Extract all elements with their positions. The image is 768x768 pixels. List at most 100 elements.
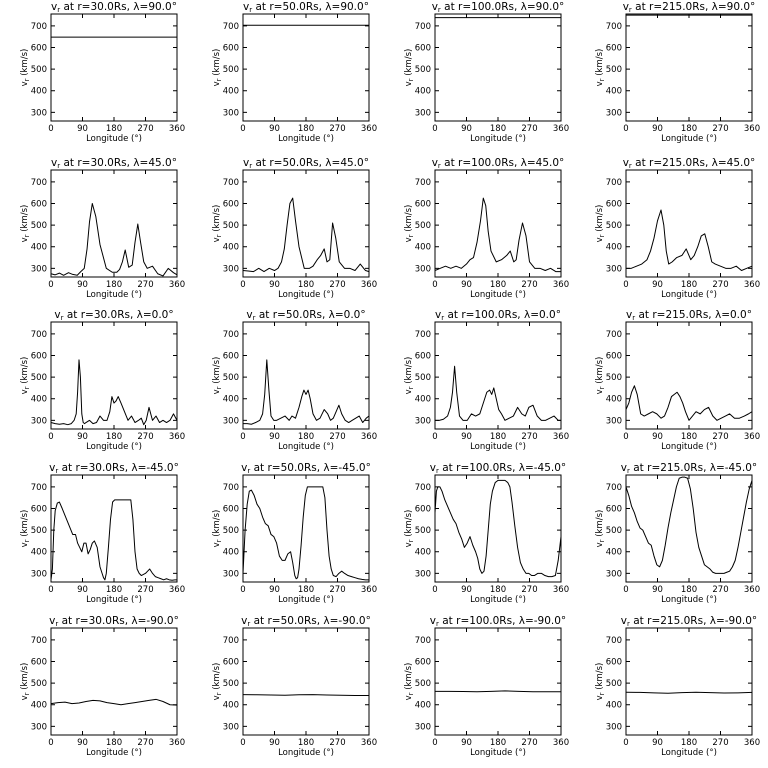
y-tick-label: 600 <box>31 352 47 362</box>
panel-2-2: vr at r=50.0Rs, λ=45.0° 0 90 180 270 360 300 40… <box>212 157 377 300</box>
x-axis-label: Longitude (°) <box>86 748 142 758</box>
x-axis-label: Longitude (°) <box>86 442 142 452</box>
y-tick-label: 500 <box>415 65 431 75</box>
x-axis-label: Longitude (°) <box>470 595 526 605</box>
x-tick-label: 90 <box>461 585 472 595</box>
x-tick-label: 180 <box>106 432 122 442</box>
x-tick-label: 90 <box>269 280 280 290</box>
y-tick-label: 700 <box>415 330 431 340</box>
panel-1-4: vr at r=215.0Rs, λ=90.0° 0 90 180 270 360 300 4… <box>595 1 760 144</box>
series-line <box>50 359 178 426</box>
y-tick-label: 300 <box>223 569 239 579</box>
panel-title: vr at r=50.0Rs, λ=0.0° <box>246 309 365 322</box>
series-line <box>626 209 753 272</box>
x-axis-label: Longitude (°) <box>278 595 334 605</box>
y-axis-label: vr (km/s) <box>595 49 606 87</box>
x-tick-label: 360 <box>744 280 760 290</box>
y-tick-label: 400 <box>31 243 47 253</box>
y-tick-label: 500 <box>223 221 239 231</box>
y-tick-label: 500 <box>606 373 622 383</box>
panel-1-3: vr at r=100.0Rs, λ=90.0° 0 90 180 270 360 300 4… <box>404 1 569 144</box>
x-tick-label: 270 <box>712 280 728 290</box>
y-axis-label: vr (km/s) <box>20 49 31 87</box>
series-line <box>242 197 370 273</box>
y-tick-label: 300 <box>606 108 622 118</box>
y-tick-label: 500 <box>415 373 431 383</box>
y-axis-label: vr (km/s) <box>20 357 31 395</box>
plot-frame <box>242 169 370 278</box>
series-line <box>50 203 178 277</box>
y-tick-label: 500 <box>606 65 622 75</box>
x-tick-label: 360 <box>744 124 760 134</box>
panel-title: vr at r=100.0Rs, λ=-90.0° <box>430 615 566 628</box>
y-tick-label: 700 <box>223 178 239 188</box>
x-tick-label: 360 <box>361 124 377 134</box>
y-axis-label: vr (km/s) <box>20 510 31 548</box>
y-tick-label: 700 <box>606 178 622 188</box>
y-tick-label: 500 <box>415 221 431 231</box>
y-tick-label: 500 <box>31 373 47 383</box>
panel-1-1: vr at r=30.0Rs, λ=90.0° 0 90 180 270 360 300 40… <box>20 1 185 144</box>
x-tick-label: 270 <box>137 738 153 748</box>
y-tick-label: 600 <box>606 44 622 54</box>
panel-5-2: vr at r=50.0Rs, λ=-90.0° 0 90 180 270 360 300 4… <box>212 615 377 758</box>
panel-1-2: vr at r=50.0Rs, λ=90.0° 0 90 180 270 360 300 40… <box>212 1 377 144</box>
series-line <box>625 691 753 694</box>
y-tick-label: 500 <box>31 679 47 689</box>
y-tick-label: 500 <box>415 679 431 689</box>
x-axis-label: Longitude (°) <box>278 442 334 452</box>
y-tick-label: 700 <box>31 636 47 646</box>
series-line <box>50 698 178 706</box>
y-tick-label: 700 <box>223 483 239 493</box>
plot-frame <box>242 321 370 430</box>
y-tick-label: 300 <box>415 722 431 732</box>
plot-frame <box>50 169 178 278</box>
x-tick-label: 180 <box>106 124 122 134</box>
panel-title: vr at r=30.0Rs, λ=-45.0° <box>49 462 179 475</box>
x-tick-label: 360 <box>553 585 569 595</box>
y-tick-label: 700 <box>31 483 47 493</box>
y-axis-label: vr (km/s) <box>212 510 223 548</box>
series-line <box>435 365 561 421</box>
y-tick-label: 400 <box>415 395 431 405</box>
y-tick-label: 700 <box>415 178 431 188</box>
x-tick-label: 270 <box>329 738 345 748</box>
y-tick-label: 400 <box>223 701 239 711</box>
plot-frame <box>625 321 753 430</box>
y-tick-label: 300 <box>31 108 47 118</box>
y-axis-label: vr (km/s) <box>595 510 606 548</box>
panel-4-2: vr at r=50.0Rs, λ=-45.0° 0 90 180 270 360 300 4… <box>212 462 377 605</box>
y-tick-label: 600 <box>606 200 622 210</box>
x-tick-label: 180 <box>298 432 314 442</box>
series-line <box>625 385 753 421</box>
x-tick-label: 270 <box>137 432 153 442</box>
y-tick-label: 500 <box>31 526 47 536</box>
x-tick-label: 270 <box>521 738 537 748</box>
x-tick-label: 90 <box>652 432 663 442</box>
x-tick-label: 90 <box>77 432 88 442</box>
y-tick-label: 700 <box>606 22 622 32</box>
x-tick-label: 0 <box>48 738 53 748</box>
x-tick-label: 90 <box>269 585 280 595</box>
y-axis-label: vr (km/s) <box>212 205 223 243</box>
x-tick-label: 360 <box>744 432 760 442</box>
y-tick-label: 700 <box>223 636 239 646</box>
panel-5-3: vr at r=100.0Rs, λ=-90.0° 0 90 180 270 360 300… <box>404 615 569 758</box>
series-line <box>50 499 177 581</box>
y-tick-label: 300 <box>606 569 622 579</box>
y-tick-label: 700 <box>223 330 239 340</box>
y-axis-label: vr (km/s) <box>212 663 223 701</box>
x-tick-label: 180 <box>490 738 506 748</box>
x-axis-label: Longitude (°) <box>470 134 526 144</box>
y-axis-label: vr (km/s) <box>595 205 606 243</box>
x-tick-label: 90 <box>269 432 280 442</box>
y-tick-label: 500 <box>606 679 622 689</box>
x-tick-label: 0 <box>432 585 437 595</box>
y-tick-label: 400 <box>606 548 622 558</box>
x-tick-label: 0 <box>623 280 628 290</box>
y-tick-label: 300 <box>415 264 431 274</box>
x-tick-label: 360 <box>361 585 377 595</box>
y-tick-label: 300 <box>31 569 47 579</box>
y-tick-label: 500 <box>606 526 622 536</box>
